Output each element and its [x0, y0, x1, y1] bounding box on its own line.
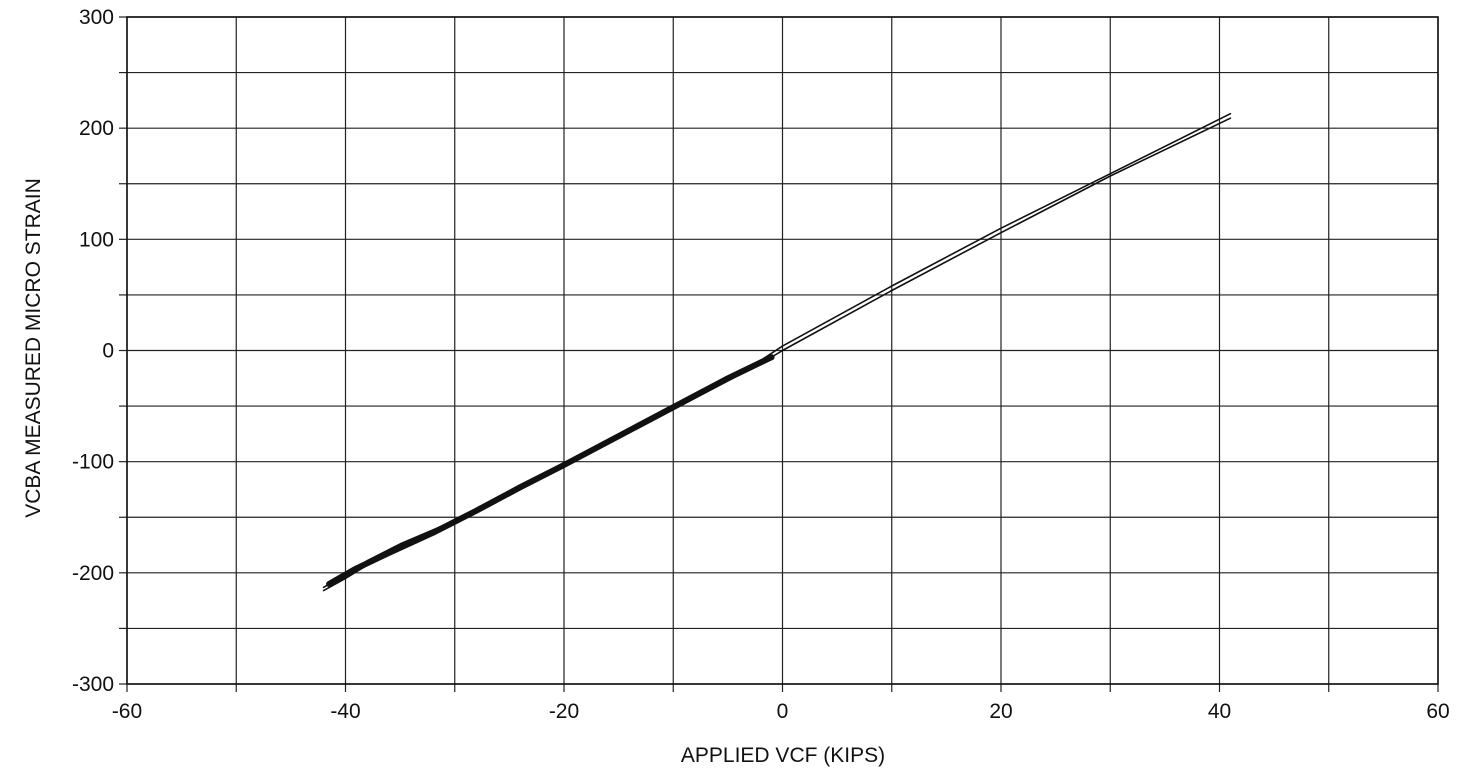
x-tick-label: 0 — [777, 700, 789, 723]
y-tick-label: -300 — [72, 673, 114, 696]
y-tick-label: 300 — [79, 6, 114, 29]
x-tick-label: -20 — [549, 700, 579, 723]
series-line — [326, 354, 775, 587]
y-tick-label: -100 — [72, 451, 114, 474]
y-axis-title: VCBA MEASURED MICRO STRAIN — [22, 178, 45, 518]
y-tick-label: 100 — [79, 228, 114, 251]
y-tick-label: -200 — [72, 562, 114, 585]
x-tick-labels: -60 -40 -20 0 20 40 60 — [112, 700, 1450, 723]
x-tick-label: -40 — [330, 700, 360, 723]
series-group — [322, 112, 1232, 592]
x-tick-label: 60 — [1426, 700, 1449, 723]
x-tick-label: 20 — [989, 700, 1012, 723]
y-tick-label: 0 — [102, 340, 114, 363]
y-tick-label: 200 — [79, 117, 114, 140]
grid — [119, 16, 1439, 692]
x-tick-label: 40 — [1208, 700, 1231, 723]
plot-frame — [126, 16, 1439, 685]
x-axis-title: APPLIED VCF (KIPS) — [681, 744, 885, 767]
y-tick-labels: 300 200 100 0 -100 -200 -300 — [72, 6, 114, 696]
x-tick-label: -60 — [112, 700, 142, 723]
